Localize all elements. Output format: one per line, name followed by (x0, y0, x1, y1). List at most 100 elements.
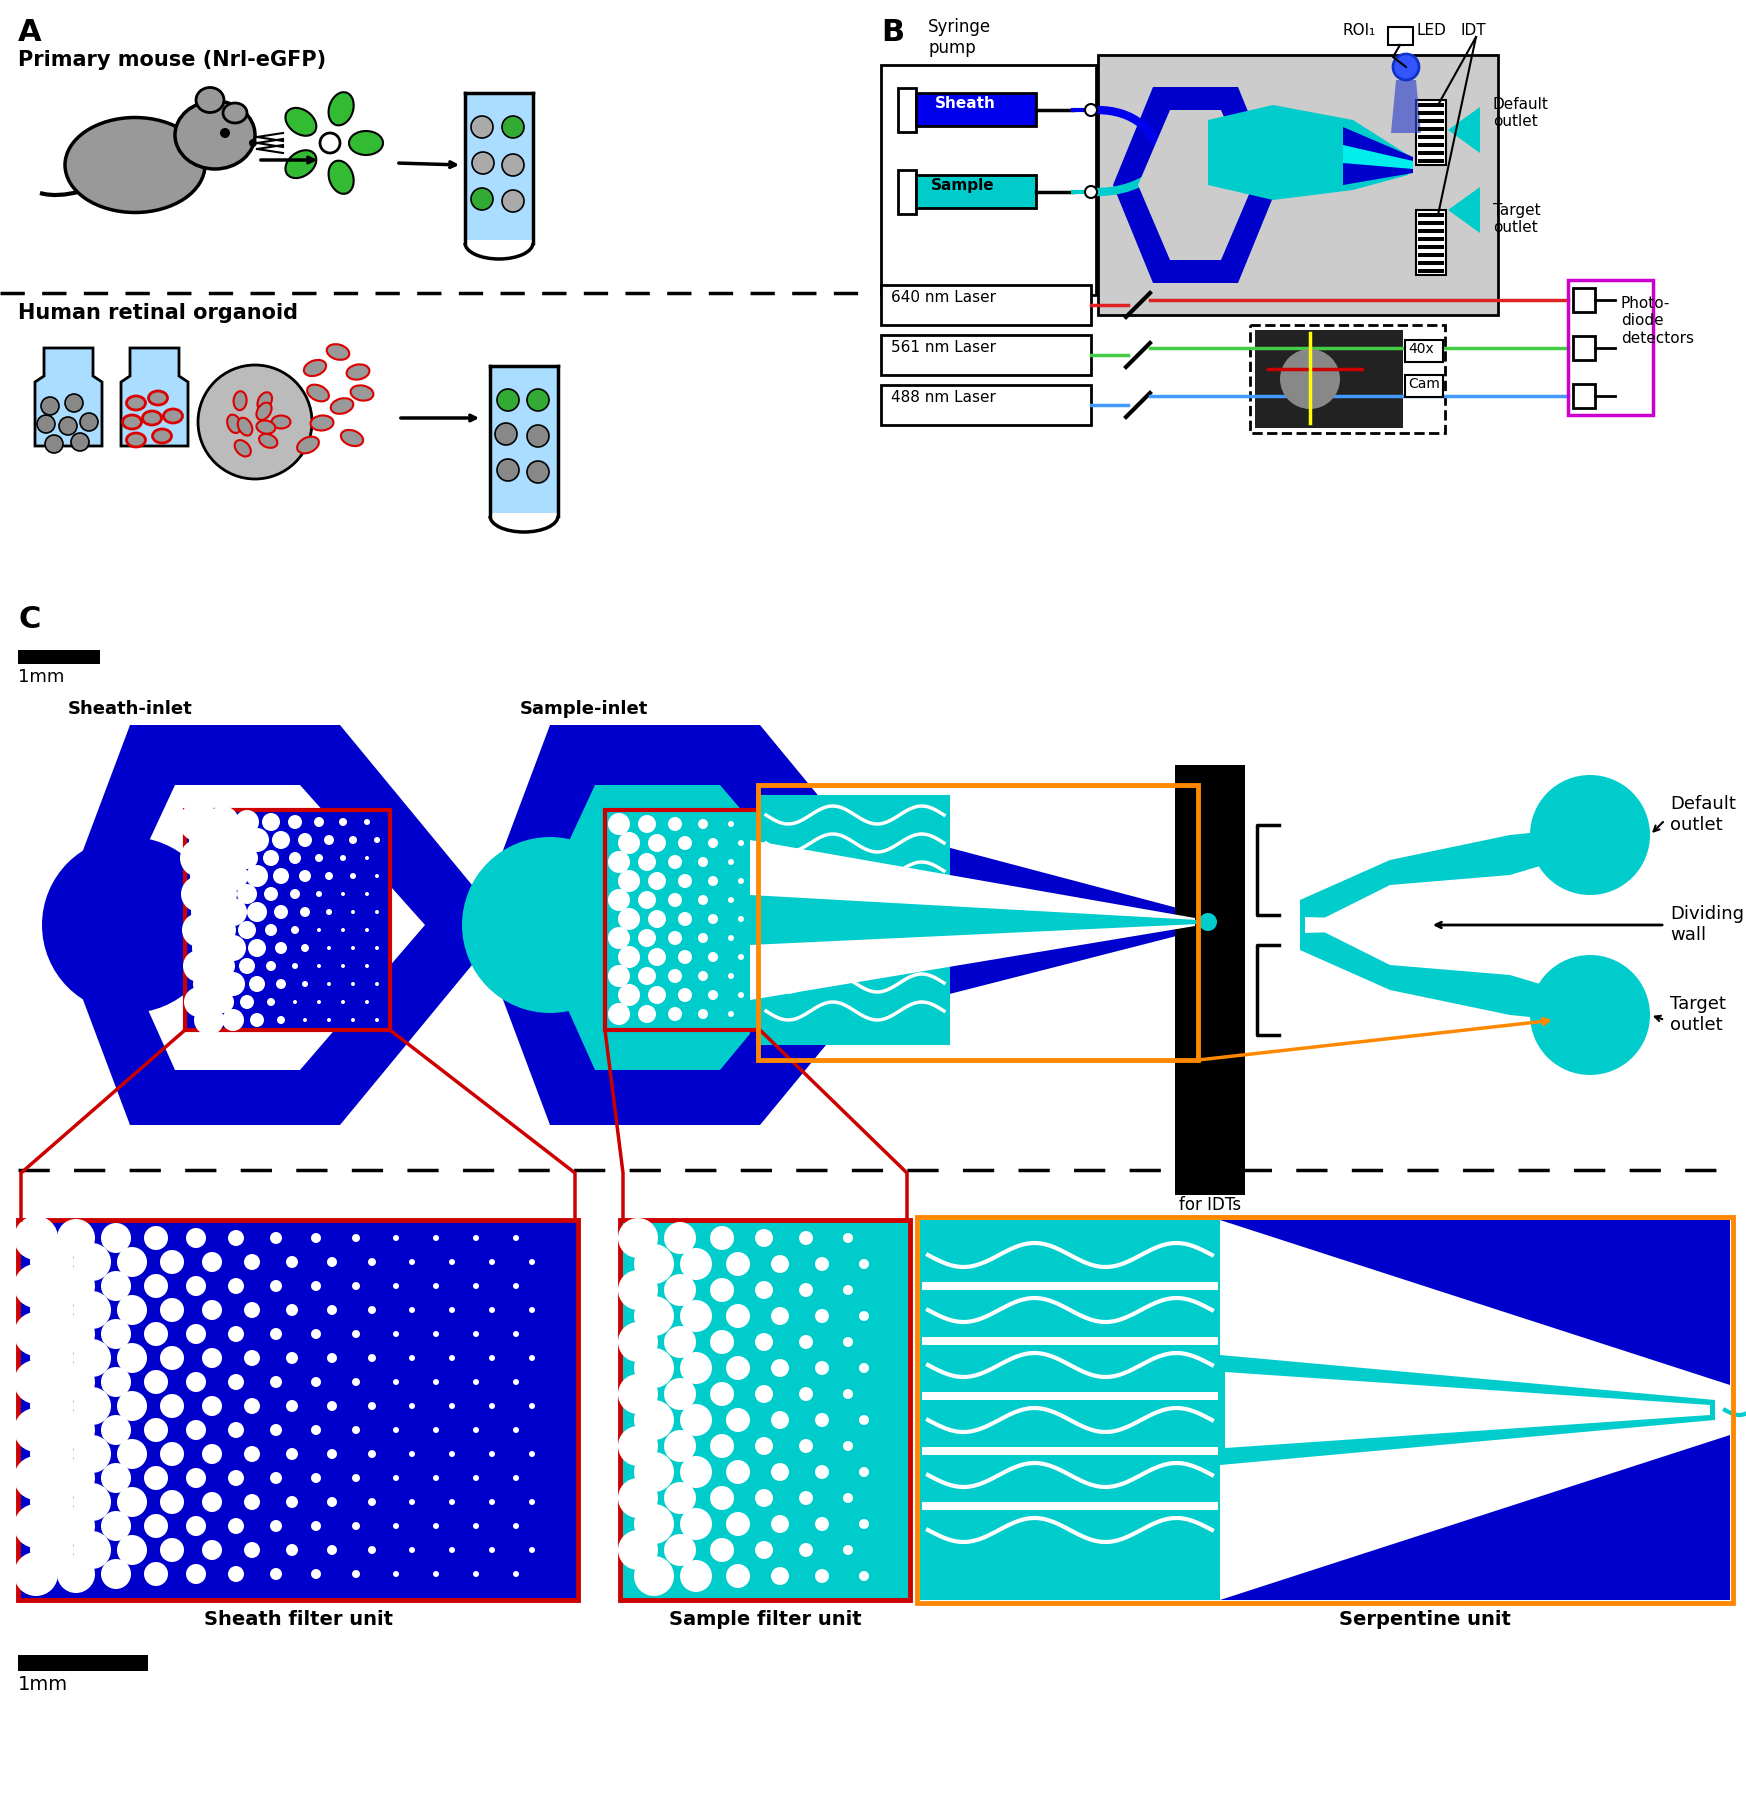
Circle shape (203, 1396, 222, 1416)
Circle shape (618, 1530, 658, 1569)
Ellipse shape (285, 150, 316, 179)
Circle shape (286, 1496, 299, 1508)
Circle shape (236, 810, 258, 833)
Circle shape (222, 972, 244, 996)
Text: Photo-
diode
detectors: Photo- diode detectors (1620, 296, 1694, 346)
Circle shape (353, 1523, 360, 1530)
Circle shape (513, 1331, 519, 1337)
Circle shape (320, 133, 340, 153)
Circle shape (40, 397, 59, 415)
Bar (917, 94, 1035, 126)
Circle shape (707, 839, 718, 848)
Circle shape (815, 1413, 829, 1427)
Bar (897, 170, 917, 215)
Circle shape (248, 940, 265, 956)
Circle shape (244, 1542, 260, 1559)
Bar (606, 810, 760, 1030)
Circle shape (726, 1304, 751, 1328)
Circle shape (236, 848, 258, 870)
Circle shape (14, 1505, 58, 1548)
Circle shape (669, 931, 683, 945)
Circle shape (449, 1450, 456, 1458)
Circle shape (618, 1425, 658, 1467)
Circle shape (634, 1557, 674, 1597)
Circle shape (73, 1532, 112, 1569)
Polygon shape (35, 348, 101, 446)
Circle shape (618, 945, 641, 969)
Circle shape (471, 115, 492, 137)
Ellipse shape (347, 364, 370, 379)
Bar (1418, 253, 1444, 256)
Circle shape (117, 1391, 147, 1422)
Circle shape (393, 1378, 400, 1385)
Bar (758, 785, 1198, 1061)
Circle shape (161, 1539, 183, 1562)
Circle shape (244, 1398, 260, 1414)
Ellipse shape (297, 437, 320, 453)
Circle shape (1393, 54, 1419, 79)
Circle shape (117, 1342, 147, 1373)
Circle shape (473, 1427, 478, 1432)
Circle shape (14, 1312, 58, 1357)
Circle shape (278, 1016, 285, 1025)
Circle shape (503, 153, 524, 177)
Circle shape (513, 1378, 519, 1385)
Text: Dividing
wall: Dividing wall (1669, 906, 1744, 943)
Text: A: A (17, 18, 42, 47)
Circle shape (286, 1351, 299, 1364)
Circle shape (340, 855, 346, 861)
Polygon shape (1447, 106, 1481, 153)
Circle shape (503, 189, 524, 213)
Circle shape (726, 1564, 751, 1588)
Circle shape (433, 1236, 438, 1241)
Circle shape (1280, 348, 1339, 410)
Bar (1098, 54, 1498, 316)
Circle shape (351, 1017, 354, 1023)
Circle shape (677, 873, 691, 888)
Circle shape (229, 1326, 244, 1342)
Circle shape (843, 1389, 854, 1398)
Circle shape (527, 426, 548, 447)
Circle shape (117, 1535, 147, 1566)
Circle shape (314, 853, 323, 862)
Circle shape (187, 1324, 206, 1344)
Circle shape (513, 1283, 519, 1290)
Circle shape (728, 972, 733, 980)
Circle shape (190, 857, 229, 895)
Circle shape (711, 1227, 733, 1250)
Circle shape (222, 1008, 244, 1032)
Circle shape (711, 1330, 733, 1355)
Circle shape (800, 1440, 814, 1452)
Circle shape (618, 832, 641, 853)
Ellipse shape (257, 391, 272, 410)
Circle shape (529, 1259, 534, 1265)
Circle shape (375, 981, 379, 987)
Circle shape (637, 853, 656, 871)
Text: 488 nm Laser: 488 nm Laser (890, 390, 995, 406)
Circle shape (311, 1281, 321, 1292)
Circle shape (101, 1559, 131, 1589)
Circle shape (30, 1432, 73, 1476)
Circle shape (677, 913, 691, 925)
Circle shape (276, 942, 286, 954)
Ellipse shape (122, 415, 141, 429)
Circle shape (264, 850, 279, 866)
Circle shape (618, 870, 641, 891)
Circle shape (634, 1452, 674, 1492)
Circle shape (728, 821, 733, 826)
Circle shape (368, 1257, 375, 1266)
Bar (185, 810, 389, 1030)
Circle shape (299, 870, 311, 882)
Circle shape (101, 1223, 131, 1254)
Circle shape (250, 976, 265, 992)
Ellipse shape (152, 429, 171, 444)
Ellipse shape (340, 429, 363, 446)
Circle shape (58, 1266, 94, 1304)
Circle shape (471, 188, 492, 209)
Polygon shape (1304, 916, 1430, 933)
Circle shape (637, 891, 656, 909)
Circle shape (409, 1450, 416, 1458)
Circle shape (1529, 954, 1650, 1075)
Circle shape (327, 1449, 337, 1459)
Circle shape (353, 1474, 360, 1483)
